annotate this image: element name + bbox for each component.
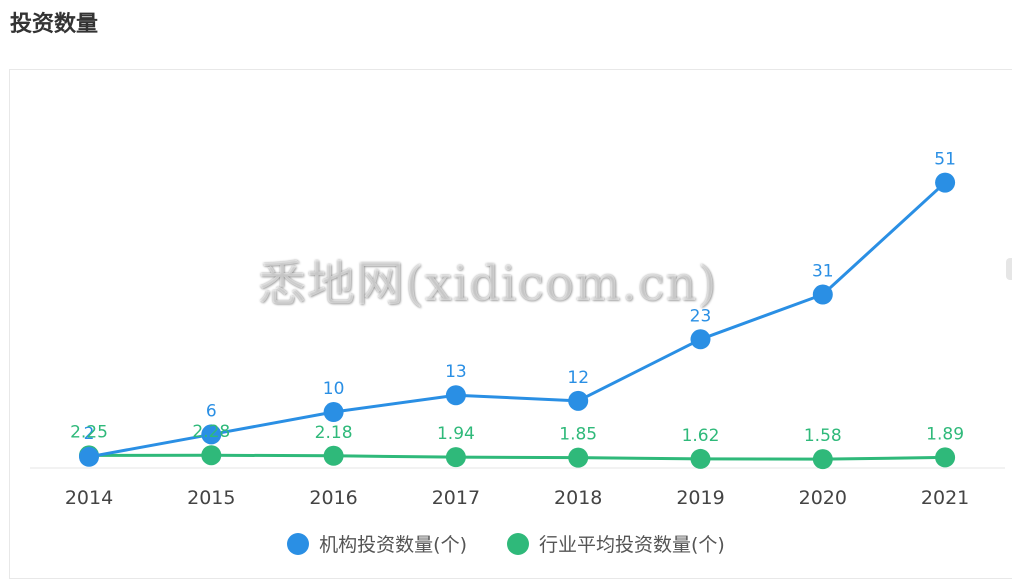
x-tick-label-2019: 2019 (676, 487, 724, 509)
series-line-institution (88, 181, 947, 459)
x-tick-label-2018: 2018 (554, 487, 602, 509)
data-point-industry-average-2020 (812, 449, 833, 470)
data-point-industry-average-2021 (935, 447, 956, 468)
data-point-institution-2015 (201, 424, 222, 445)
data-label-institution-2014: 2 (84, 424, 95, 444)
chart-card (9, 69, 1012, 579)
data-point-institution-2020 (812, 284, 833, 305)
data-point-institution-2014 (79, 446, 99, 467)
data-label-industry-average-2016: 2.18 (315, 423, 353, 443)
x-tick-label-2020: 2020 (799, 487, 847, 509)
data-point-institution-2019 (690, 329, 711, 350)
chart-legend: 机构投资数量(个) 行业平均投资数量(个) (0, 530, 1012, 557)
data-label-institution-2016: 10 (323, 379, 345, 399)
legend-marker-industry-average (507, 532, 529, 555)
data-point-industry-average-2015 (201, 445, 222, 466)
data-point-institution-2021 (935, 172, 956, 193)
data-label-industry-average-2017: 1.94 (437, 424, 475, 444)
data-point-institution-2017 (445, 385, 466, 406)
data-point-industry-average-2017 (445, 447, 466, 468)
data-label-institution-2015: 6 (206, 401, 217, 421)
data-point-institution-2016 (323, 402, 344, 423)
legend-item-industry-average[interactable]: 行业平均投资数量(个) (507, 530, 725, 557)
x-tick-label-2021: 2021 (921, 487, 969, 509)
data-label-institution-2021: 51 (934, 150, 956, 170)
legend-label-industry-average: 行业平均投资数量(个) (539, 534, 725, 556)
legend-item-institution[interactable]: 机构投资数量(个) (287, 530, 467, 557)
x-tick-label-2014: 2014 (65, 487, 113, 509)
line-chart: 2 6 10 13 12 23 31 51 2.25 2.28 2.18 1.94 1.85 1.62 1.… (30, 150, 1005, 509)
data-point-institution-2018 (568, 390, 589, 411)
data-label-industry-average-2018: 1.85 (559, 425, 597, 445)
data-label-industry-average-2019: 1.62 (682, 426, 720, 446)
data-point-industry-average-2019 (690, 448, 711, 469)
series-line-industry-average (88, 453, 946, 461)
data-label-institution-2017: 13 (445, 362, 467, 382)
data-label-institution-2020: 31 (812, 262, 834, 282)
data-point-industry-average-2018 (568, 447, 589, 468)
x-tick-label-2016: 2016 (309, 487, 357, 509)
data-label-industry-average-2015: 2.28 (192, 422, 230, 442)
data-point-industry-average-2016 (323, 445, 344, 466)
legend-marker-institution (287, 532, 310, 555)
data-label-industry-average-2020: 1.58 (804, 426, 842, 446)
data-label-industry-average-2014: 2.25 (70, 422, 108, 442)
data-label-institution-2019: 23 (690, 306, 712, 326)
data-label-industry-average-2021: 1.89 (926, 424, 964, 444)
x-tick-label-2017: 2017 (432, 487, 480, 509)
legend-label-institution: 机构投资数量(个) (319, 534, 467, 556)
x-tick-label-2015: 2015 (187, 487, 235, 509)
data-label-institution-2018: 12 (567, 368, 589, 388)
page-title: 投资数量 (10, 12, 99, 37)
side-scroll-handle[interactable] (1006, 258, 1012, 280)
